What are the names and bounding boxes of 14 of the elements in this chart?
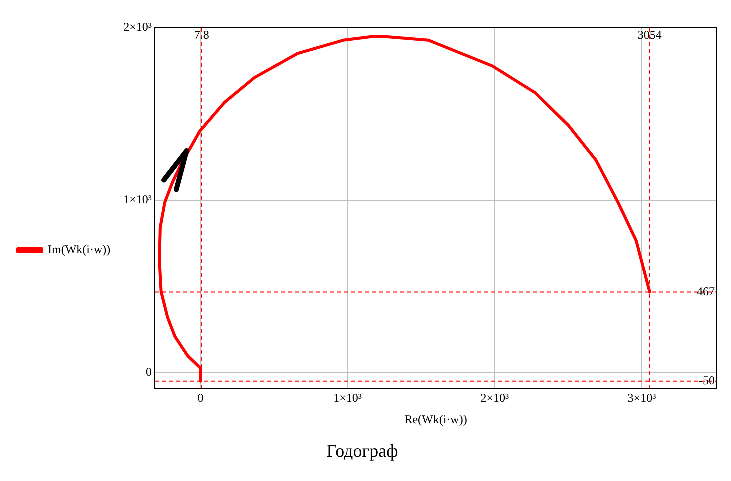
- x-tick-label: 2×10³: [480, 390, 510, 405]
- x-tick-label: 1×10³: [334, 390, 362, 405]
- legend-label: Im(Wk(i·w)): [48, 242, 111, 257]
- x-axis-title: Re(Wk(i·w)): [404, 412, 468, 426]
- y-tick-label: 0: [146, 364, 152, 379]
- ref-line-label: 467: [697, 284, 715, 298]
- ref-line-label: -50: [699, 374, 715, 388]
- x-tick-label: 0: [198, 390, 204, 405]
- ref-line-label: 7.8: [194, 28, 210, 42]
- y-tick-label: 2×10³: [124, 20, 152, 34]
- y-tick-label: 1×10³: [124, 192, 152, 207]
- x-tick-label: 3×10³: [628, 390, 657, 405]
- ref-line-label: 3054: [638, 28, 662, 42]
- text: Годограф: [326, 440, 398, 461]
